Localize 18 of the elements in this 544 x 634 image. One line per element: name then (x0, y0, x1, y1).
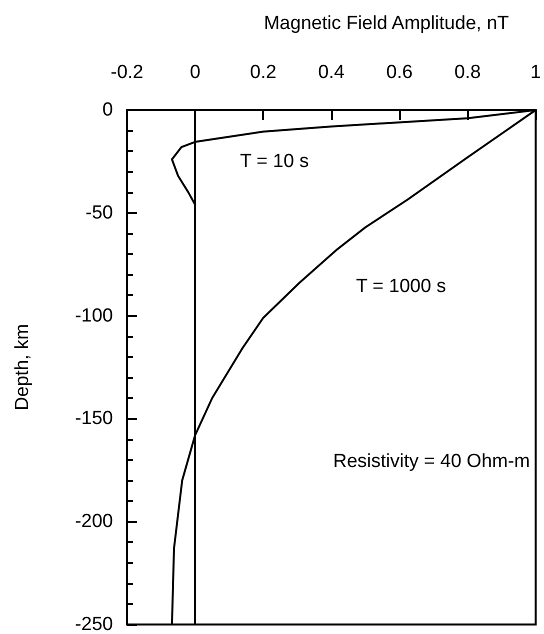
y-tick-label: -100 (74, 305, 113, 326)
y-tick-label: -150 (74, 408, 113, 430)
x-tick-label: 0.2 (250, 62, 276, 83)
x-tick-label: 1 (530, 62, 542, 83)
x-tick-label: 0.6 (386, 62, 413, 83)
annotation: Resistivity = 40 Ohm-m (333, 451, 530, 472)
series-label: T = 10 s (240, 151, 309, 172)
x-tick-label: 0.4 (318, 62, 345, 83)
x-axis-title: Magnetic Field Amplitude, nT (264, 13, 510, 34)
y-tick-label: 0 (102, 100, 113, 120)
y-tick-label: -250 (74, 614, 113, 634)
y-tick-label: -200 (74, 511, 113, 532)
x-tick-label: 0 (190, 62, 200, 83)
x-tick-label: 0.8 (454, 62, 481, 83)
series-label: T = 1000 s (356, 276, 446, 297)
y-axis-title: Depth, km (12, 324, 33, 411)
x-tick-label: -0.2 (110, 62, 144, 83)
y-tick-label: -50 (86, 202, 113, 224)
